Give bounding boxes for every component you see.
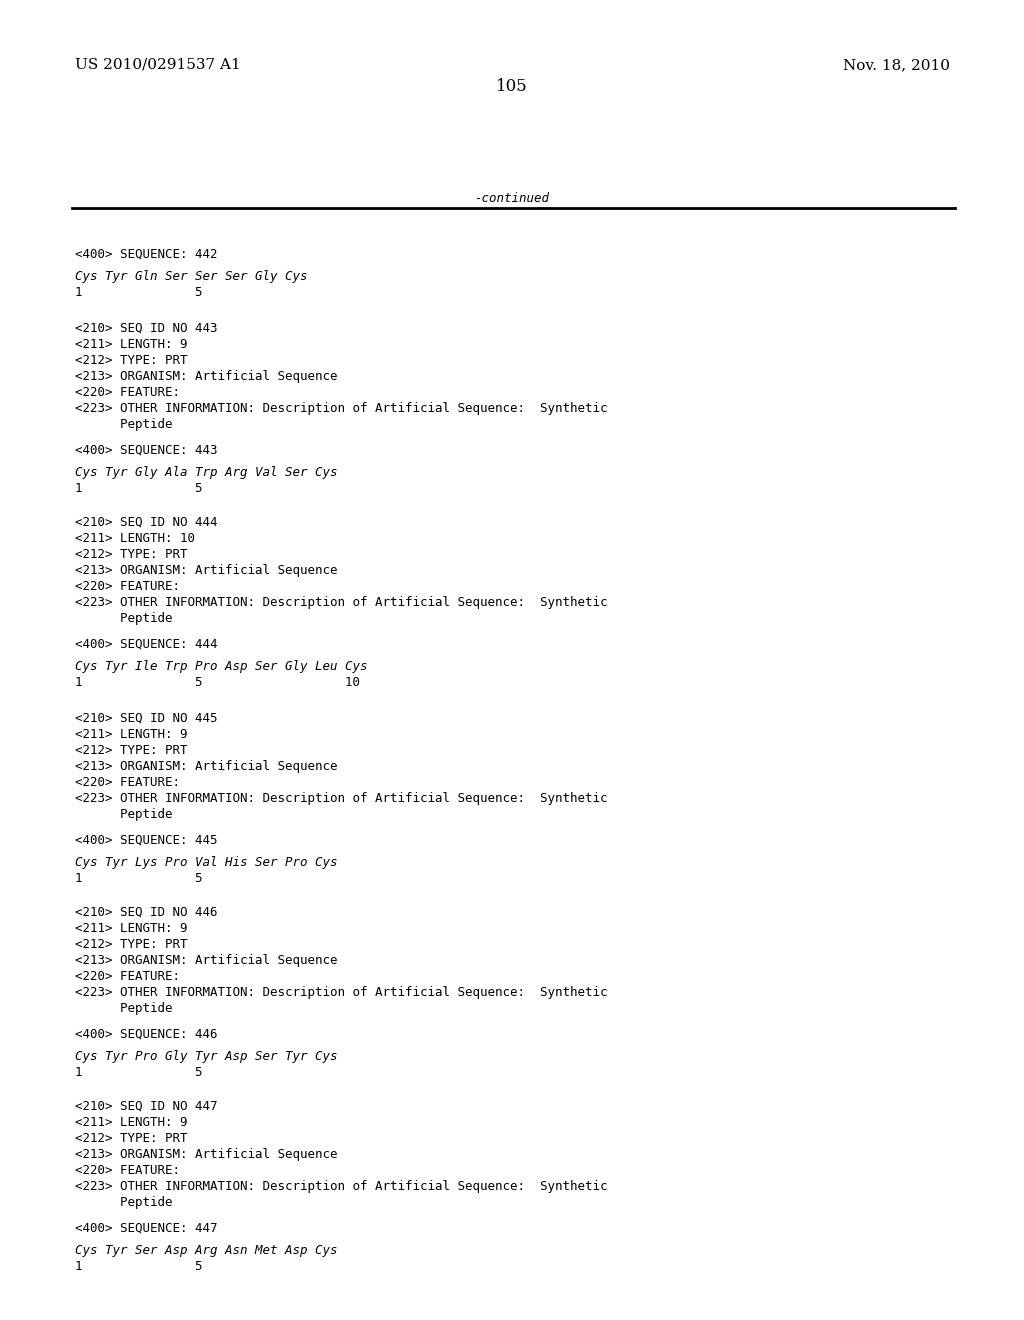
Text: Cys Tyr Gln Ser Ser Ser Gly Cys: Cys Tyr Gln Ser Ser Ser Gly Cys <box>75 271 307 282</box>
Text: <212> TYPE: PRT: <212> TYPE: PRT <box>75 1133 187 1144</box>
Text: 1               5: 1 5 <box>75 482 203 495</box>
Text: <220> FEATURE:: <220> FEATURE: <box>75 776 180 789</box>
Text: <210> SEQ ID NO 447: <210> SEQ ID NO 447 <box>75 1100 217 1113</box>
Text: <212> TYPE: PRT: <212> TYPE: PRT <box>75 548 187 561</box>
Text: <210> SEQ ID NO 444: <210> SEQ ID NO 444 <box>75 516 217 529</box>
Text: 1               5: 1 5 <box>75 1067 203 1078</box>
Text: 105: 105 <box>496 78 528 95</box>
Text: -continued: -continued <box>474 191 550 205</box>
Text: <213> ORGANISM: Artificial Sequence: <213> ORGANISM: Artificial Sequence <box>75 370 338 383</box>
Text: Cys Tyr Ser Asp Arg Asn Met Asp Cys: Cys Tyr Ser Asp Arg Asn Met Asp Cys <box>75 1243 338 1257</box>
Text: Peptide: Peptide <box>75 808 172 821</box>
Text: <211> LENGTH: 10: <211> LENGTH: 10 <box>75 532 195 545</box>
Text: <220> FEATURE:: <220> FEATURE: <box>75 385 180 399</box>
Text: <210> SEQ ID NO 445: <210> SEQ ID NO 445 <box>75 711 217 725</box>
Text: <400> SEQUENCE: 446: <400> SEQUENCE: 446 <box>75 1028 217 1041</box>
Text: <211> LENGTH: 9: <211> LENGTH: 9 <box>75 1115 187 1129</box>
Text: Cys Tyr Pro Gly Tyr Asp Ser Tyr Cys: Cys Tyr Pro Gly Tyr Asp Ser Tyr Cys <box>75 1049 338 1063</box>
Text: Peptide: Peptide <box>75 1002 172 1015</box>
Text: <220> FEATURE:: <220> FEATURE: <box>75 970 180 983</box>
Text: Cys Tyr Ile Trp Pro Asp Ser Gly Leu Cys: Cys Tyr Ile Trp Pro Asp Ser Gly Leu Cys <box>75 660 368 673</box>
Text: <212> TYPE: PRT: <212> TYPE: PRT <box>75 939 187 950</box>
Text: <211> LENGTH: 9: <211> LENGTH: 9 <box>75 729 187 741</box>
Text: <212> TYPE: PRT: <212> TYPE: PRT <box>75 354 187 367</box>
Text: Cys Tyr Lys Pro Val His Ser Pro Cys: Cys Tyr Lys Pro Val His Ser Pro Cys <box>75 855 338 869</box>
Text: US 2010/0291537 A1: US 2010/0291537 A1 <box>75 58 241 73</box>
Text: Peptide: Peptide <box>75 612 172 624</box>
Text: <400> SEQUENCE: 443: <400> SEQUENCE: 443 <box>75 444 217 457</box>
Text: <220> FEATURE:: <220> FEATURE: <box>75 1164 180 1177</box>
Text: <210> SEQ ID NO 446: <210> SEQ ID NO 446 <box>75 906 217 919</box>
Text: <223> OTHER INFORMATION: Description of Artificial Sequence:  Synthetic: <223> OTHER INFORMATION: Description of … <box>75 792 607 805</box>
Text: 1               5                   10: 1 5 10 <box>75 676 360 689</box>
Text: <213> ORGANISM: Artificial Sequence: <213> ORGANISM: Artificial Sequence <box>75 954 338 968</box>
Text: <210> SEQ ID NO 443: <210> SEQ ID NO 443 <box>75 322 217 335</box>
Text: Nov. 18, 2010: Nov. 18, 2010 <box>843 58 950 73</box>
Text: <400> SEQUENCE: 442: <400> SEQUENCE: 442 <box>75 248 217 261</box>
Text: 1               5: 1 5 <box>75 1261 203 1272</box>
Text: <223> OTHER INFORMATION: Description of Artificial Sequence:  Synthetic: <223> OTHER INFORMATION: Description of … <box>75 597 607 609</box>
Text: <213> ORGANISM: Artificial Sequence: <213> ORGANISM: Artificial Sequence <box>75 760 338 774</box>
Text: <213> ORGANISM: Artificial Sequence: <213> ORGANISM: Artificial Sequence <box>75 1148 338 1162</box>
Text: <223> OTHER INFORMATION: Description of Artificial Sequence:  Synthetic: <223> OTHER INFORMATION: Description of … <box>75 1180 607 1193</box>
Text: <400> SEQUENCE: 445: <400> SEQUENCE: 445 <box>75 834 217 847</box>
Text: <223> OTHER INFORMATION: Description of Artificial Sequence:  Synthetic: <223> OTHER INFORMATION: Description of … <box>75 986 607 999</box>
Text: 1               5: 1 5 <box>75 286 203 300</box>
Text: Peptide: Peptide <box>75 418 172 432</box>
Text: <211> LENGTH: 9: <211> LENGTH: 9 <box>75 338 187 351</box>
Text: <400> SEQUENCE: 444: <400> SEQUENCE: 444 <box>75 638 217 651</box>
Text: <400> SEQUENCE: 447: <400> SEQUENCE: 447 <box>75 1222 217 1236</box>
Text: <220> FEATURE:: <220> FEATURE: <box>75 579 180 593</box>
Text: <212> TYPE: PRT: <212> TYPE: PRT <box>75 744 187 756</box>
Text: <213> ORGANISM: Artificial Sequence: <213> ORGANISM: Artificial Sequence <box>75 564 338 577</box>
Text: Peptide: Peptide <box>75 1196 172 1209</box>
Text: Cys Tyr Gly Ala Trp Arg Val Ser Cys: Cys Tyr Gly Ala Trp Arg Val Ser Cys <box>75 466 338 479</box>
Text: <211> LENGTH: 9: <211> LENGTH: 9 <box>75 921 187 935</box>
Text: 1               5: 1 5 <box>75 873 203 884</box>
Text: <223> OTHER INFORMATION: Description of Artificial Sequence:  Synthetic: <223> OTHER INFORMATION: Description of … <box>75 403 607 414</box>
